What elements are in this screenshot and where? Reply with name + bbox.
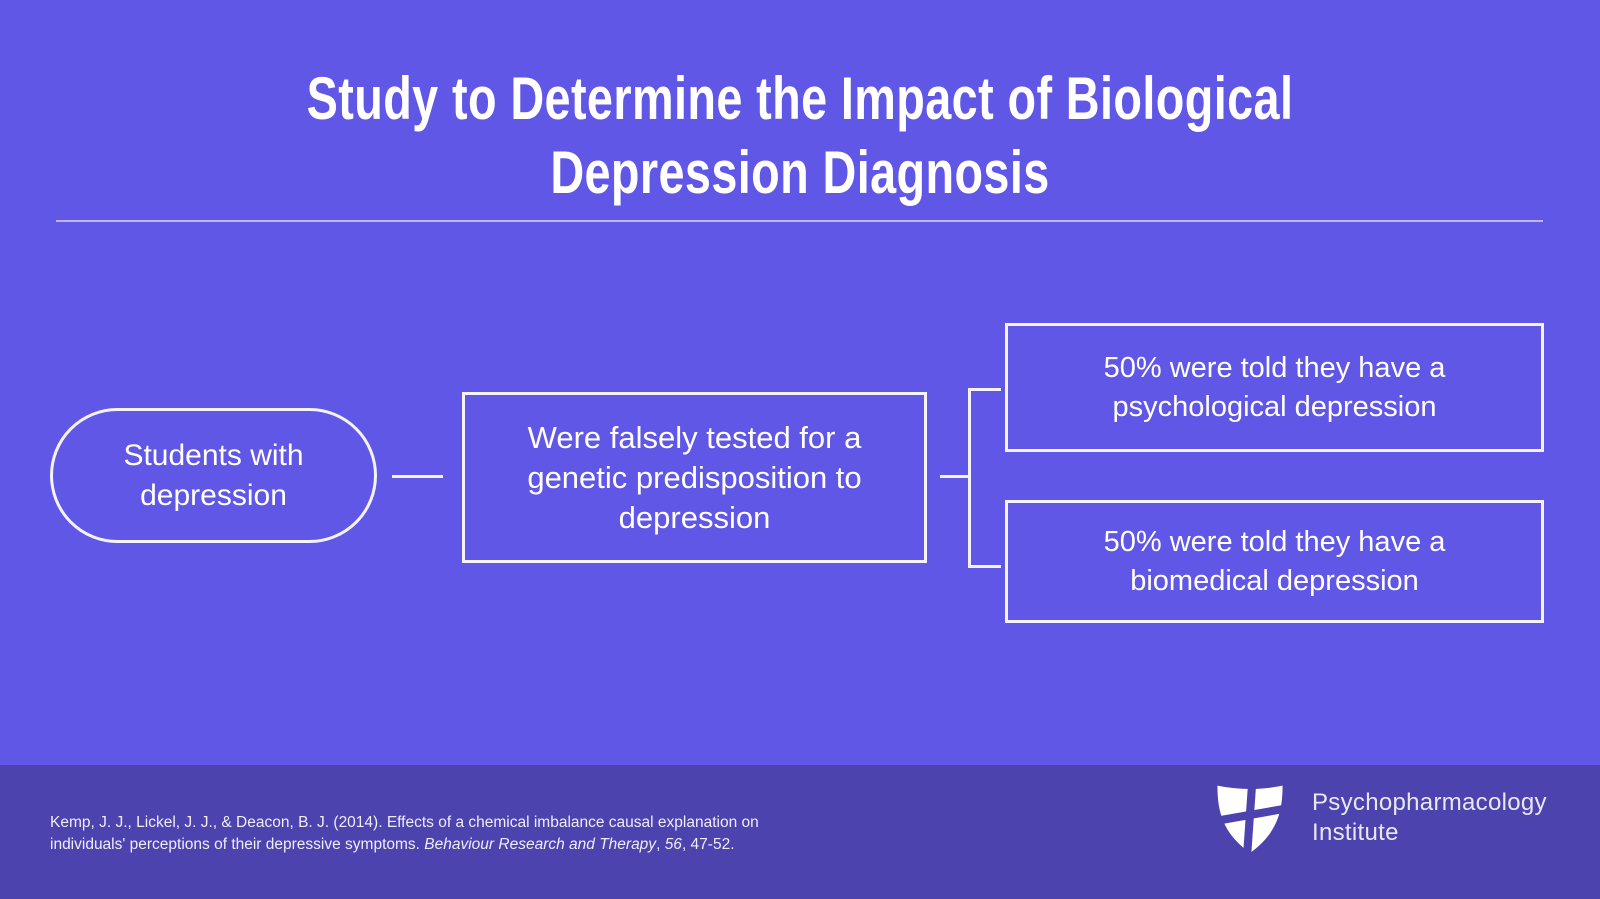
node-psychological-label: 50% were told they have a psychological …	[1103, 351, 1446, 423]
node-biomedical-label: 50% were told they have a biomedical dep…	[1103, 525, 1446, 597]
footer: Kemp, J. J., Lickel, J. J., & Deacon, B.…	[0, 765, 1600, 899]
connector-line-2	[940, 475, 970, 478]
bracket-arm-bottom	[968, 565, 1001, 568]
logo: Psychopharmacology Institute	[1213, 779, 1547, 856]
title-divider	[56, 220, 1543, 222]
page-title: Study to Determine the Impact of Biologi…	[176, 62, 1424, 210]
bracket-arm-top	[968, 388, 1001, 391]
node-students-label: Students with depression	[123, 438, 304, 512]
node-genetic-test-label: Were falsely tested for a genetic predis…	[527, 419, 862, 535]
node-students-pill: Students with depression	[50, 408, 377, 543]
connector-line-1	[392, 475, 443, 478]
bracket-vertical-line	[968, 388, 971, 568]
shield-cross-icon	[1213, 779, 1287, 856]
citation: Kemp, J. J., Lickel, J. J., & Deacon, B.…	[50, 812, 910, 856]
citation-line-1: Kemp, J. J., Lickel, J. J., & Deacon, B.…	[50, 814, 759, 831]
logo-name-line-1: Psychopharmacology	[1312, 789, 1547, 816]
node-genetic-test-box: Were falsely tested for a genetic predis…	[462, 392, 927, 563]
logo-name-line-2: Institute	[1312, 819, 1399, 846]
node-biomedical-box: 50% were told they have a biomedical dep…	[1005, 500, 1544, 623]
node-psychological-box: 50% were told they have a psychological …	[1005, 323, 1544, 452]
page-title-line-2: Depression Diagnosis	[550, 139, 1050, 206]
page-title-line-1: Study to Determine the Impact of Biologi…	[306, 65, 1294, 132]
citation-line-2: individuals' perceptions of their depres…	[50, 836, 735, 853]
logo-name: Psychopharmacology Institute	[1312, 788, 1547, 856]
